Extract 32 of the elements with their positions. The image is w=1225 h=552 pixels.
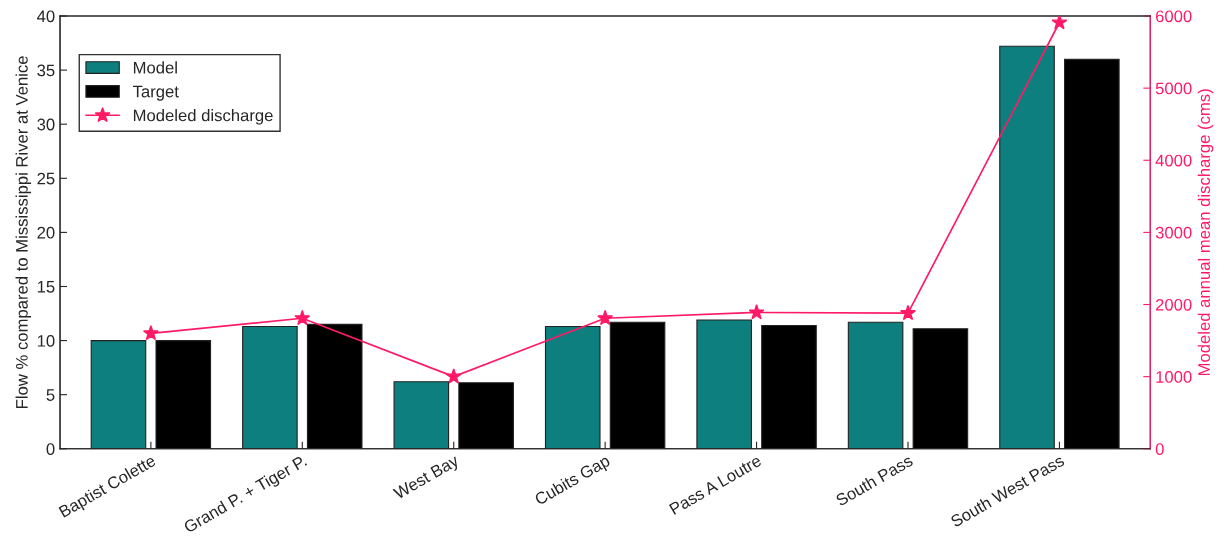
point: [294, 309, 311, 326]
y-axis-title: Flow % compared to Mississippi River at Venice: [15, 56, 32, 408]
x-tick-label: South Pass: [834, 453, 914, 507]
point: [142, 325, 159, 341]
y2-tick-label: 1000: [1156, 371, 1192, 383]
y-tick-label: 0: [46, 443, 55, 455]
y-tick-label: 25: [37, 172, 55, 185]
y-tick-label: 10: [37, 334, 55, 347]
y-tick-label: 20: [37, 226, 55, 239]
point: [445, 368, 462, 384]
y2-tick-label: 6000: [1155, 10, 1192, 23]
legend-label: Model: [133, 61, 177, 74]
y2-tick-label: 4000: [1155, 154, 1192, 167]
point: [900, 304, 916, 321]
y-tick-label: 40: [37, 10, 55, 23]
y2-tick-label: 3000: [1155, 226, 1192, 239]
y2-tick-label: 2000: [1155, 298, 1192, 311]
y-tick-label: 15: [37, 281, 55, 293]
legend-label: Target: [132, 85, 179, 101]
point: [1051, 16, 1068, 30]
legend-label: Modeled discharge: [133, 109, 273, 125]
x-tick-label: South West Pass: [949, 453, 1066, 528]
point: [597, 309, 614, 326]
x-tick-label: Cubits Gap: [533, 453, 613, 509]
point: [748, 304, 765, 320]
y-tick-label: 5: [46, 389, 55, 401]
y-tick-label: 35: [37, 64, 55, 77]
y2-axis-title: Modeled annual mean discharge (cms): [1197, 89, 1214, 376]
y2-tick-label: 5000: [1155, 82, 1192, 95]
y2-tick-label: 0: [1155, 443, 1164, 455]
x-tick-label: West Bay: [392, 454, 462, 503]
y-tick-label: 30: [37, 118, 55, 131]
